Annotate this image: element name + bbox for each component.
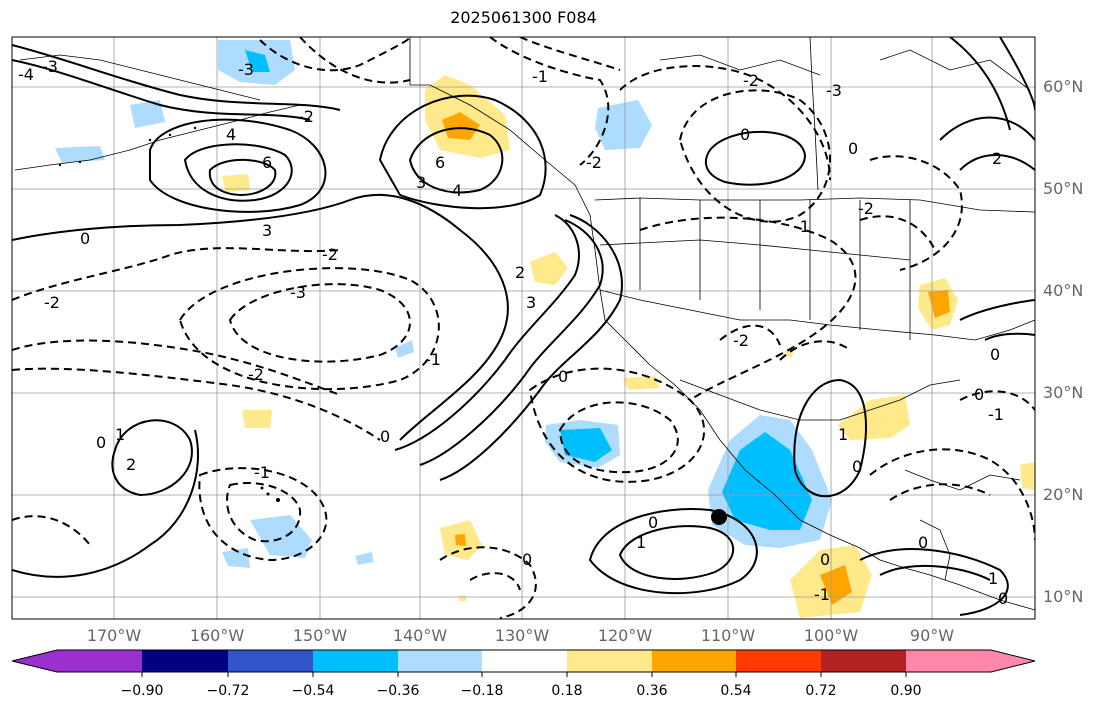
contour-label: -1 [532,67,548,86]
map-title: 2025061300 F084 [450,8,597,27]
longitude-label: 160°W [189,626,245,645]
colorbar-segment [567,650,652,672]
colorbar-tick-label: −0.90 [120,683,164,699]
contour-label: -2 [248,365,264,384]
contour-label: -4 [18,65,34,84]
longitude-label: 100°W [803,626,859,645]
longitude-label: 130°W [494,626,550,645]
colorbar-tick-label: 0.90 [890,683,922,699]
contour-label: 0 [918,533,928,552]
contour-label: -3 [290,283,306,302]
islands [58,126,280,502]
contour-label: 4 [452,181,462,200]
contour-label: 1 [636,533,646,552]
colorbar-segment [821,650,906,672]
contour-label: 2 [515,263,525,282]
colorbar-extend-low [12,650,57,672]
longitude-label: 120°W [597,626,653,645]
colorbar-segment [398,650,482,672]
colorbar-tick-label: −0.36 [376,683,420,699]
latitude-label: 40°N [1043,281,1084,300]
contours-negative [12,37,1035,619]
colorbar-segment [57,650,142,672]
contour-label: 0 [80,229,90,248]
contours-positive [12,37,1035,616]
colorbar-segment [652,650,736,672]
contour-label: -2 [858,199,874,218]
longitude-label: 150°W [292,626,348,645]
colorbar-segment [482,650,567,672]
colorbar-tick-label: 0.36 [636,683,668,699]
colorbar-tick-label: 0.72 [805,683,837,699]
colorbar-tick-label: −0.72 [206,683,250,699]
colorbar-segment [313,650,398,672]
graticule [12,37,1035,619]
longitude-label: 110°W [700,626,756,645]
map-frame [11,36,1036,620]
latitude-label: 20°N [1043,485,1084,504]
latitude-label: 60°N [1043,77,1084,96]
location-marker [711,509,727,525]
contour-label: -2 [586,153,602,172]
contour-label: -2 [44,293,60,312]
longitude-label: 170°W [86,626,142,645]
contour-label: 6 [435,153,445,172]
contour-label: -1 [254,463,270,482]
contour-label: 0 [558,367,568,386]
contour-label: -1 [794,217,810,236]
longitude-label: 90°W [909,626,955,645]
contour-label: 4 [226,125,236,144]
contour-label: 0 [974,385,984,404]
contour-label: 0 [96,433,106,452]
contour-label: 3 [262,221,272,240]
longitude-label: 140°W [392,626,448,645]
latitude-label: 50°N [1043,179,1084,198]
colorbar-tick-label: −0.54 [291,683,335,699]
colorbar-segment [906,650,991,672]
contour-label: -1 [425,350,441,369]
shaded-areas [55,40,1035,618]
colorbar [11,649,1036,677]
contour-label: 3 [416,173,426,192]
contour-label: 3 [526,293,536,312]
contour-label: 0 [998,589,1008,608]
contour-label: 0 [852,457,862,476]
colorbar-tick-label: −0.18 [460,683,504,699]
contour-label: -1 [988,405,1004,424]
contour-label: -3 [238,60,254,79]
colorbar-extend-high [991,650,1035,672]
latitude-label: 30°N [1043,383,1084,402]
contour-label: -2 [743,71,759,90]
contour-label: 0 [380,427,390,446]
contour-label: 1 [838,425,848,444]
contour-label: -3 [42,57,58,76]
contour-label: -2 [322,245,338,264]
contour-label: 0 [740,125,750,144]
contour-label: -3 [826,81,842,100]
contour-label: 1 [115,425,125,444]
contour-label: 0 [522,550,532,569]
contour-label: -2 [298,107,314,126]
contour-label: 0 [848,139,858,158]
colorbar-tick-label: 0.18 [551,683,583,699]
contour-label: 0 [990,345,1000,364]
colorbar-segment [142,650,228,672]
colorbar-tick-label: 0.54 [720,683,752,699]
contour-label: 0 [820,550,830,569]
latitude-label: 10°N [1043,587,1084,606]
contour-label: 2 [126,455,136,474]
contour-label: 1 [988,569,998,588]
contour-labels: -4 -3 -3 -2 4 6 3 0 -2 -2 -3 -2 6 3 4 2 … [18,57,1008,608]
coastlines [14,37,1035,611]
contour-label: 2 [992,149,1002,168]
contour-label: -2 [733,331,749,350]
colorbar-segment [736,650,821,672]
contour-label: 6 [262,153,272,172]
contour-label: 0 [648,513,658,532]
colorbar-segment [228,650,313,672]
contour-label: -1 [814,585,830,604]
